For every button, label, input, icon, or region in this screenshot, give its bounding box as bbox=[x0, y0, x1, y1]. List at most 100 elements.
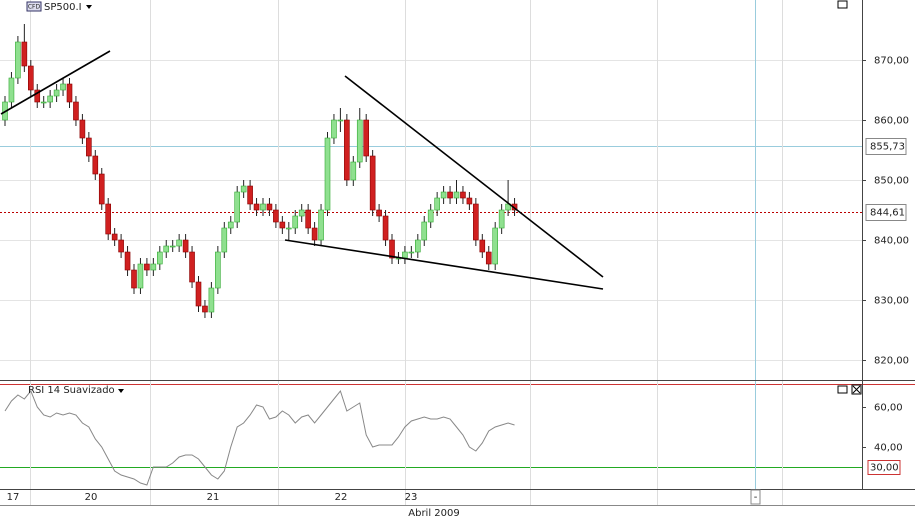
candle-body bbox=[8, 77, 15, 103]
grid bbox=[0, 60, 915, 468]
candle-body bbox=[247, 185, 253, 205]
candle-body bbox=[408, 251, 415, 254]
candle-body bbox=[485, 251, 492, 265]
candle-body bbox=[273, 209, 279, 223]
candle-body bbox=[131, 269, 137, 289]
x-axis-title: Abril 2009 bbox=[408, 508, 459, 519]
candle-body bbox=[215, 251, 221, 289]
price-box bbox=[865, 138, 907, 155]
candle-body bbox=[21, 41, 28, 67]
candle-body bbox=[221, 227, 228, 253]
candle-body bbox=[447, 191, 453, 199]
candle-body bbox=[118, 239, 124, 253]
x-tick-label: 22 bbox=[335, 492, 348, 503]
y-tick-label: 40,00 bbox=[874, 443, 903, 454]
candle-body bbox=[182, 239, 189, 253]
rsi-title[interactable]: RSI 14 Suavizado bbox=[28, 385, 115, 396]
candle-body bbox=[344, 119, 350, 181]
candle-body bbox=[402, 251, 408, 259]
last-price-label: 844,61 bbox=[870, 208, 905, 219]
candle-body bbox=[157, 251, 163, 265]
candle-body bbox=[86, 137, 92, 157]
candle-body bbox=[60, 83, 66, 91]
dropdown[interactable] bbox=[118, 389, 124, 393]
candle-body bbox=[53, 89, 60, 97]
candle-body bbox=[363, 119, 370, 157]
candle-body bbox=[253, 203, 260, 211]
candle-body bbox=[163, 245, 170, 253]
candle-body bbox=[414, 239, 421, 253]
candle-body bbox=[79, 119, 86, 139]
candle-body bbox=[356, 119, 363, 163]
candle-body bbox=[144, 263, 150, 271]
candle-body bbox=[105, 203, 111, 235]
candle-body bbox=[227, 221, 234, 229]
candle-body bbox=[305, 209, 311, 229]
candle-body bbox=[389, 239, 395, 259]
x-tick-label: 21 bbox=[207, 492, 220, 503]
candle-body bbox=[169, 245, 176, 248]
labels: 820,00 830,00 840,00 850,00 860,00 870,00 40,0… bbox=[7, 56, 909, 520]
y-tick-label: 820,00 bbox=[874, 356, 909, 367]
y-tick-label: 60,00 bbox=[874, 403, 903, 414]
candle-body bbox=[337, 119, 344, 122]
candle-body bbox=[292, 215, 299, 229]
crosshair-x-box bbox=[750, 489, 761, 505]
x-tick-label: 23 bbox=[405, 492, 418, 503]
candle-body bbox=[473, 203, 479, 241]
candle-body bbox=[176, 239, 182, 247]
y-tick-label: 860,00 bbox=[874, 116, 909, 127]
candle-body bbox=[298, 209, 305, 217]
candle-body bbox=[266, 203, 273, 211]
candle-body bbox=[240, 185, 247, 193]
crosshair-x-label: - bbox=[754, 492, 758, 503]
candle-body bbox=[434, 197, 440, 211]
level-label: 30,00 bbox=[870, 463, 899, 474]
candle-body bbox=[440, 191, 447, 199]
close-icon[interactable] bbox=[852, 385, 861, 394]
candle-body bbox=[324, 137, 331, 211]
candle-body bbox=[92, 155, 99, 175]
candle-body bbox=[350, 161, 357, 181]
candle-body bbox=[369, 155, 376, 211]
candle-body bbox=[453, 191, 460, 199]
candle-body bbox=[137, 263, 144, 289]
dropdown[interactable] bbox=[86, 5, 92, 9]
candle-body bbox=[318, 209, 324, 241]
candle-body bbox=[460, 191, 466, 199]
candle-body bbox=[195, 281, 202, 307]
badge bbox=[26, 1, 42, 12]
candle-body bbox=[27, 65, 34, 91]
candle-body bbox=[427, 209, 434, 223]
candle-body bbox=[189, 251, 195, 283]
candle-body bbox=[34, 89, 41, 103]
trend-lines bbox=[0, 50, 604, 290]
badge-text: CFD bbox=[28, 4, 41, 11]
y-tick-label: 850,00 bbox=[874, 176, 909, 187]
y-tick-label: 870,00 bbox=[874, 56, 909, 67]
y-tick-label: 830,00 bbox=[874, 296, 909, 307]
maximize-button[interactable] bbox=[837, 385, 848, 394]
x-tick-label: 20 bbox=[85, 492, 98, 503]
candle-body bbox=[73, 101, 79, 121]
candle-body bbox=[479, 239, 486, 253]
chart-title[interactable]: SP500.I bbox=[44, 2, 82, 13]
candle-body bbox=[279, 221, 286, 229]
candle-body bbox=[492, 227, 499, 265]
level-box bbox=[867, 460, 901, 475]
candle-body bbox=[208, 287, 215, 313]
candle-body bbox=[285, 227, 292, 230]
candle-body bbox=[234, 191, 240, 223]
candle-body bbox=[311, 227, 318, 241]
x-tick-label: 17 bbox=[7, 492, 20, 503]
candle-body bbox=[202, 305, 208, 313]
vertical-grid bbox=[30, 0, 783, 505]
maximize-button[interactable] bbox=[837, 0, 848, 9]
candle-body bbox=[66, 83, 73, 103]
candle-body bbox=[150, 263, 157, 271]
candle-body bbox=[111, 233, 118, 241]
y-tick-label: 840,00 bbox=[874, 236, 909, 247]
rsi-line bbox=[4, 389, 515, 486]
candle-body bbox=[40, 101, 47, 104]
